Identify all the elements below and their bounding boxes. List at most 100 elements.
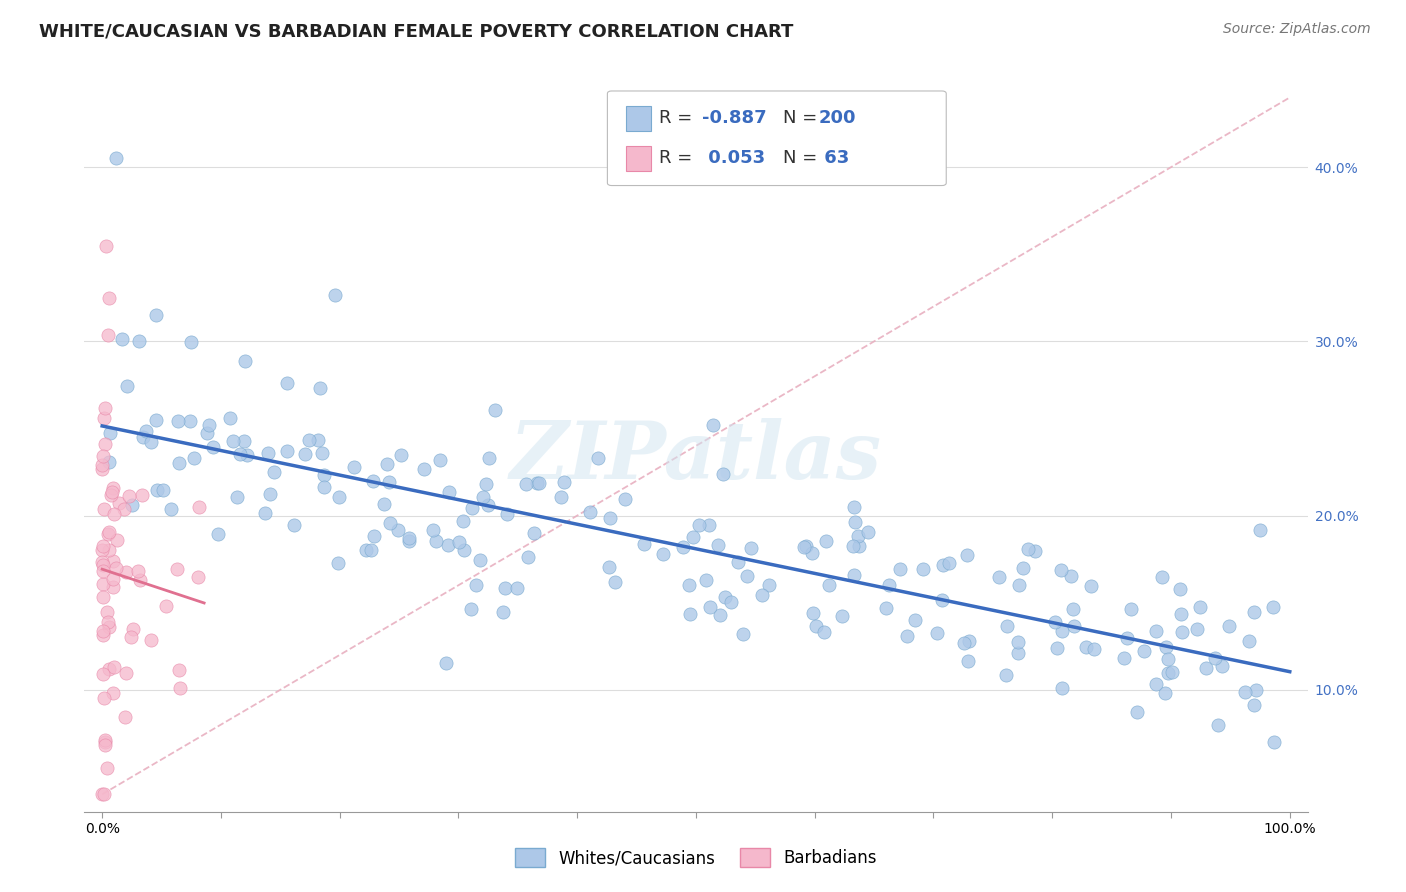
Point: [1076, 640, 1098, 655]
Point: [1195, 661, 1218, 675]
Legend: Whites/Caucasians, Barbadians: Whites/Caucasians, Barbadians: [509, 842, 883, 874]
Point: [695, 574, 717, 588]
Point: [875, 601, 897, 615]
Point: [1144, 624, 1167, 638]
Point: [1059, 569, 1081, 583]
Point: [904, 613, 927, 627]
Point: [731, 627, 754, 641]
Point: [1144, 677, 1167, 691]
Point: [804, 619, 827, 633]
Point: [925, 626, 948, 640]
Point: [472, 490, 495, 504]
Point: [169, 456, 191, 470]
Point: [276, 376, 298, 390]
Point: [727, 555, 749, 569]
Point: [707, 539, 730, 553]
Point: [1157, 665, 1180, 680]
Point: [1168, 582, 1191, 596]
Point: [389, 448, 412, 462]
Point: [709, 608, 731, 623]
Point: [139, 435, 162, 450]
Point: [229, 447, 252, 461]
Point: [702, 418, 724, 433]
Point: [740, 541, 762, 556]
Point: [169, 681, 191, 695]
Point: [91, 624, 114, 639]
Point: [1011, 561, 1033, 575]
Point: [93, 738, 115, 752]
Point: [848, 539, 870, 553]
Point: [813, 625, 835, 640]
Point: [523, 525, 546, 540]
Point: [155, 599, 177, 614]
Point: [233, 354, 256, 368]
Point: [688, 517, 710, 532]
Point: [93, 735, 115, 749]
Point: [842, 539, 865, 553]
Point: [311, 446, 333, 460]
Point: [101, 572, 124, 586]
Point: [1024, 544, 1046, 558]
Point: [91, 628, 114, 642]
Point: [94, 401, 117, 415]
Point: [93, 411, 115, 425]
Point: [844, 500, 866, 514]
Point: [938, 556, 960, 570]
Point: [801, 546, 824, 560]
Point: [526, 475, 548, 490]
Point: [1119, 602, 1142, 616]
Point: [233, 434, 256, 448]
Point: [132, 430, 155, 444]
Point: [103, 507, 125, 521]
Point: [492, 605, 515, 619]
Point: [259, 487, 281, 501]
Point: [141, 633, 163, 648]
Point: [995, 619, 1018, 633]
Point: [180, 334, 202, 349]
Point: [101, 686, 124, 700]
Point: [1007, 647, 1029, 661]
Point: [931, 593, 953, 607]
Point: [1160, 665, 1182, 679]
Point: [97, 328, 120, 343]
Point: [114, 709, 136, 723]
Point: [1126, 705, 1149, 719]
Point: [283, 518, 305, 533]
Point: [678, 578, 700, 592]
Point: [307, 433, 329, 447]
Point: [1171, 625, 1194, 640]
Point: [1043, 615, 1066, 629]
Point: [1008, 578, 1031, 592]
Point: [468, 553, 491, 567]
Point: [794, 539, 817, 553]
Point: [494, 581, 516, 595]
Point: [413, 462, 436, 476]
Point: [453, 514, 475, 528]
Point: [398, 531, 420, 545]
Point: [477, 498, 499, 512]
Point: [201, 440, 224, 454]
Point: [1249, 523, 1271, 537]
Point: [527, 476, 550, 491]
Point: [1261, 599, 1284, 614]
Point: [1050, 681, 1073, 695]
Point: [1153, 686, 1175, 700]
Point: [100, 426, 122, 441]
Point: [911, 562, 934, 576]
Point: [1204, 651, 1226, 665]
Point: [294, 447, 316, 461]
Point: [323, 288, 346, 302]
Point: [758, 578, 780, 592]
Point: [186, 570, 208, 584]
Point: [817, 578, 839, 592]
Point: [97, 454, 120, 468]
Point: [91, 449, 114, 463]
Text: R =: R =: [659, 109, 699, 128]
Point: [226, 490, 249, 504]
Text: WHITE/CAUCASIAN VS BARBADIAN FEMALE POVERTY CORRELATION CHART: WHITE/CAUCASIAN VS BARBADIAN FEMALE POVE…: [39, 22, 794, 40]
Point: [1050, 563, 1073, 577]
Point: [254, 506, 277, 520]
Point: [97, 620, 120, 634]
Point: [96, 605, 118, 619]
Point: [506, 581, 529, 595]
